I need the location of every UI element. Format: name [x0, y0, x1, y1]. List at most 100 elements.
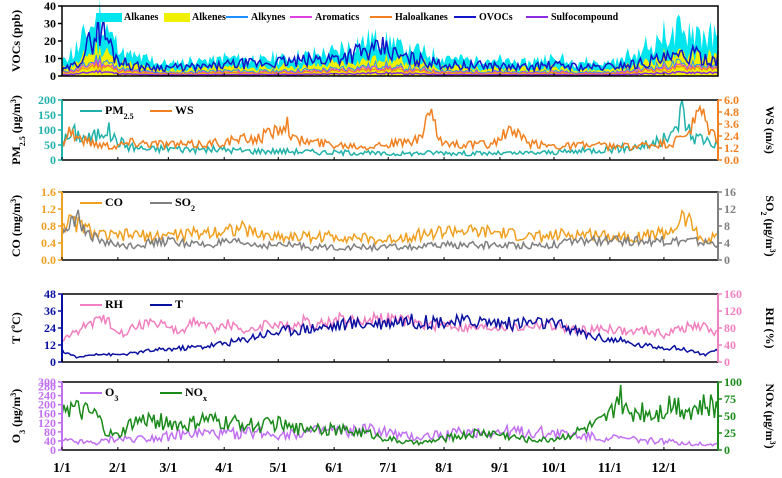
y2-tick-label: 80	[724, 321, 736, 335]
y-tick-label: 100	[38, 123, 56, 137]
y-axis-title-3: T (ºC)	[9, 312, 23, 343]
y-tick-label: 0	[50, 443, 56, 457]
series-sulfocompound-line	[61, 69, 719, 77]
y-tick-label: 40	[44, 434, 56, 448]
y2-tick-label: 4	[724, 236, 730, 250]
y2-axis-title-3: RH (%)	[763, 308, 777, 349]
series-ws-line	[61, 104, 719, 153]
legend-alkanes-label: Alkanes	[124, 12, 159, 23]
y-tick-label: 300	[38, 375, 56, 389]
y2-tick-label: 0.0	[724, 153, 739, 167]
y2-axis-title-2: SO2 (μg/m3)	[760, 195, 778, 256]
series-haloalkanes-line	[61, 61, 719, 76]
y2-tick-label: 50	[724, 409, 736, 423]
legend-rh-label: RH	[105, 297, 124, 311]
y2-tick-label: 40	[724, 338, 736, 352]
legend-no-label: NOx	[185, 385, 207, 403]
series-t-line	[61, 312, 719, 359]
x-tick-label: 6/1	[325, 461, 343, 476]
y-tick-label: 240	[38, 389, 56, 403]
y-tick-label: 12	[44, 338, 56, 352]
y2-tick-label: 8	[724, 219, 730, 233]
x-tick-label: 11/1	[598, 461, 622, 476]
y-tick-label: 80	[44, 425, 56, 439]
y2-tick-label: 100	[724, 375, 742, 389]
legend-haloalkanes-label: Haloalkanes	[395, 12, 448, 23]
y2-tick-label: 0	[724, 443, 730, 457]
y-tick-label: 1.6	[41, 185, 56, 199]
y-tick-label: 30	[44, 17, 56, 31]
legend-sulfocompound-label: Sulfocompound	[551, 12, 619, 23]
y2-tick-label: 16	[724, 185, 736, 199]
y-tick-label: 0	[50, 153, 56, 167]
x-tick-label: 10/1	[542, 461, 567, 476]
x-tick-label: 4/1	[215, 461, 233, 476]
y-tick-label: 200	[38, 93, 56, 107]
y2-tick-label: 0	[724, 355, 730, 369]
y-tick-label: 160	[38, 407, 56, 421]
legend-pm-label: PM2.5	[105, 103, 134, 121]
y-tick-label: 40	[44, 0, 56, 13]
y2-tick-label: 120	[724, 304, 742, 318]
legend-co-label: CO	[105, 195, 123, 209]
y-tick-label: 48	[44, 287, 56, 301]
y-tick-label: 50	[44, 138, 56, 152]
legend-alkanes-swatch	[96, 13, 122, 22]
y2-axis-title-1: WS (m/s)	[763, 106, 777, 154]
y-axis-title-2: CO (mg/m3)	[9, 195, 24, 257]
series-alkenes-area	[62, 38, 718, 76]
legend-ovocs-label: OVOCs	[479, 12, 513, 23]
y-tick-label: 120	[38, 416, 56, 430]
y2-tick-label: 6.0	[724, 93, 739, 107]
y2-tick-label: 160	[724, 287, 742, 301]
series-o-line	[61, 422, 719, 447]
x-tick-label: 8/1	[435, 461, 453, 476]
y-tick-label: 10	[44, 52, 56, 66]
y-tick-label: 280	[38, 380, 56, 394]
legend-ws-label: WS	[175, 103, 194, 117]
x-tick-label: 3/1	[159, 461, 177, 476]
y-axis-title-4: O3 (μg/m3)	[9, 389, 27, 443]
y2-tick-label: 0	[724, 253, 730, 267]
y-tick-label: 200	[38, 398, 56, 412]
y-tick-label: 0.0	[41, 253, 56, 267]
y-axis-title-vocs: VOCs (ppb)	[9, 10, 23, 72]
series-alkanes-area	[62, 0, 718, 76]
y-axis-title-1: PM2.5 (μg/m3)	[9, 95, 27, 165]
y-tick-label: 0.4	[41, 236, 56, 250]
x-tick-label: 1/1	[53, 461, 71, 476]
y-tick-label: 36	[44, 304, 56, 318]
y-tick-label: 20	[44, 34, 56, 48]
series-so-line	[61, 209, 719, 253]
series-ovocs-line	[61, 14, 719, 74]
y-tick-label: 150	[38, 108, 56, 122]
y-tick-label: 1.2	[41, 202, 56, 216]
y2-axis-title-4: NOx (μg/m3)	[763, 383, 778, 448]
y2-tick-label: 12	[724, 202, 736, 216]
series-co-line	[61, 209, 719, 246]
x-tick-label: 2/1	[109, 461, 127, 476]
y2-tick-label: 3.6	[724, 117, 739, 131]
legend-alkenes-swatch	[164, 13, 190, 22]
legend-o-label: O3	[105, 385, 118, 403]
legend-so-label: SO2	[175, 195, 195, 213]
x-tick-label: 9/1	[491, 461, 509, 476]
y-tick-label: 0	[50, 69, 56, 83]
y2-tick-label: 75	[724, 392, 736, 406]
y-tick-label: 24	[44, 321, 56, 335]
legend-aromatics-label: Aromatics	[315, 12, 359, 23]
x-tick-label: 5/1	[269, 461, 287, 476]
series-no-line	[61, 384, 719, 447]
x-tick-label: 12/1	[651, 461, 676, 476]
y-tick-label: 0.8	[41, 219, 56, 233]
legend-alkynes-label: Alkynes	[251, 12, 286, 23]
y-tick-label: 0	[50, 355, 56, 369]
y2-tick-label: 25	[724, 426, 736, 440]
legend-t-label: T	[175, 297, 183, 311]
y2-tick-label: 1.2	[724, 141, 739, 155]
x-tick-label: 7/1	[379, 461, 397, 476]
y2-tick-label: 4.8	[724, 105, 739, 119]
y2-tick-label: 2.4	[724, 129, 739, 143]
legend-alkenes-label: Alkenes	[192, 12, 226, 23]
